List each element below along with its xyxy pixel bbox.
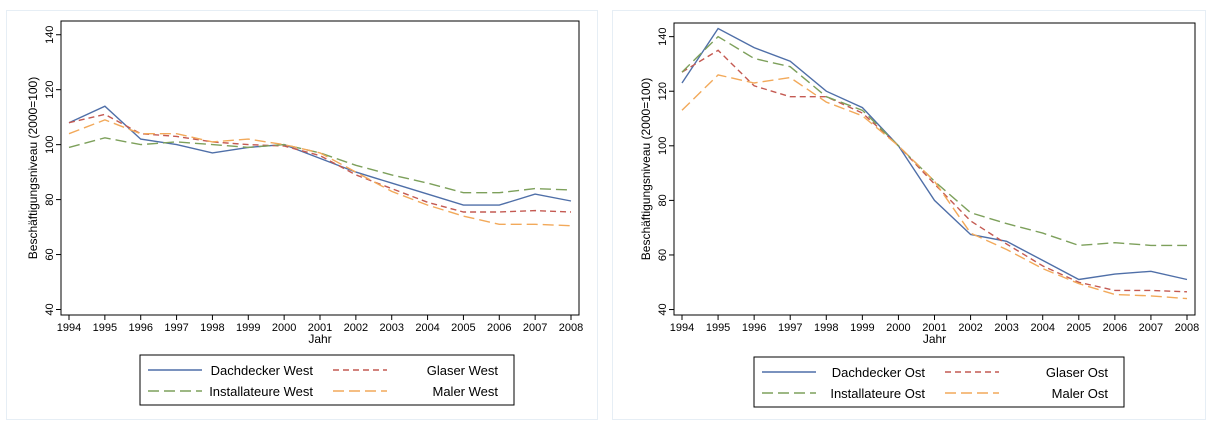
- x-tick-label: 2003: [379, 322, 403, 334]
- x-tick-label: 2007: [523, 322, 547, 334]
- x-tick-label: 2003: [994, 322, 1018, 334]
- plot-area: [673, 22, 1196, 316]
- y-tick-label: 40: [44, 303, 56, 315]
- y-tick-label: 140: [657, 27, 669, 45]
- x-tick-label: 1997: [778, 322, 802, 334]
- legend-label: Maler West: [433, 384, 499, 399]
- legend-label: Maler Ost: [1052, 386, 1109, 401]
- legend-label: Glaser Ost: [1046, 365, 1109, 380]
- x-tick-label: 2000: [886, 322, 910, 334]
- series-line-maler-west: [68, 119, 572, 227]
- y-tick-label: 80: [44, 193, 56, 205]
- x-tick-label: 2007: [1139, 322, 1163, 334]
- legend-label: Installateure Ost: [830, 386, 925, 401]
- series-line-maler-ost: [681, 74, 1188, 300]
- series-line-glaser-west: [68, 113, 572, 213]
- legend-label: Dachdecker Ost: [832, 365, 926, 380]
- x-tick-label: 2005: [451, 322, 475, 334]
- x-tick-label: 1994: [670, 322, 694, 334]
- x-tick-label: 2004: [415, 322, 439, 334]
- plot-area: [60, 20, 580, 316]
- y-axis-title: Beschäftigungsniveau (2000=100): [26, 77, 40, 259]
- legend: Dachdecker Ost Glaser Ost Installateure Os…: [753, 356, 1125, 408]
- legend-box: [753, 356, 1125, 408]
- x-tick-label: 2002: [958, 322, 982, 334]
- y-tick-label: 60: [657, 249, 669, 261]
- series-line-glaser-ost: [681, 49, 1188, 293]
- x-axis-title: Jahr: [308, 332, 331, 346]
- legend-label: Dachdecker West: [211, 363, 314, 378]
- east-employment-chart: 40 60 80 100 120 140 1994 1995 1996 1997 1998 1999 2…: [639, 22, 1199, 408]
- x-tick-label: 1999: [236, 322, 260, 334]
- x-tick-label: 1999: [850, 322, 874, 334]
- left-chart-panel: 40 60 80 100 120 140 1994 1995 1996 1997 1998 1999 2…: [6, 10, 598, 420]
- y-tick-label: 40: [657, 303, 669, 315]
- y-tick-label: 80: [657, 194, 669, 206]
- right-chart-panel: 40 60 80 100 120 140 1994 1995 1996 1997 1998 1999 2…: [612, 10, 1206, 420]
- y-tick-label: 120: [44, 81, 56, 99]
- x-tick-label: 2008: [559, 322, 583, 334]
- x-tick-label: 1998: [200, 322, 224, 334]
- x-tick-label: 1996: [128, 322, 152, 334]
- x-tick-label: 1995: [93, 322, 117, 334]
- series-line-dachdecker-west: [68, 105, 572, 206]
- y-tick-label: 120: [657, 82, 669, 100]
- x-tick-label: 1996: [742, 322, 766, 334]
- x-tick-label: 2006: [1103, 322, 1127, 334]
- west-employment-chart: 40 60 80 100 120 140 1994 1995 1996 1997 1998 1999 2…: [26, 20, 583, 406]
- x-tick-label: 2004: [1030, 322, 1054, 334]
- y-tick-label: 140: [44, 26, 56, 44]
- legend-label: Installateure West: [209, 384, 313, 399]
- series-line-dachdecker-ost: [681, 27, 1188, 281]
- x-tick-label: 1994: [57, 322, 81, 334]
- x-tick-label: 2001: [922, 322, 946, 334]
- x-axis-title: Jahr: [923, 332, 946, 346]
- x-tick-label: 2001: [308, 322, 332, 334]
- x-tick-label: 2008: [1175, 322, 1199, 334]
- x-tick-label: 2000: [272, 322, 296, 334]
- series-line-installateure-ost: [681, 35, 1187, 247]
- legend-label: Glaser West: [427, 363, 499, 378]
- x-tick-label: 1998: [814, 322, 838, 334]
- x-tick-label: 2002: [344, 322, 368, 334]
- x-tick-label: 2006: [487, 322, 511, 334]
- series-line-installateure-west: [68, 137, 572, 194]
- y-tick-label: 100: [44, 135, 56, 153]
- legend: Dachdecker West Glaser West Installateure …: [139, 354, 515, 406]
- y-tick-label: 100: [657, 137, 669, 155]
- x-tick-label: 1995: [706, 322, 730, 334]
- legend-box: [139, 354, 515, 406]
- y-tick-label: 60: [44, 248, 56, 260]
- y-axis-title: Beschäftigungsniveau (2000=100): [639, 78, 653, 260]
- x-tick-label: 2005: [1067, 322, 1091, 334]
- x-tick-label: 1997: [164, 322, 188, 334]
